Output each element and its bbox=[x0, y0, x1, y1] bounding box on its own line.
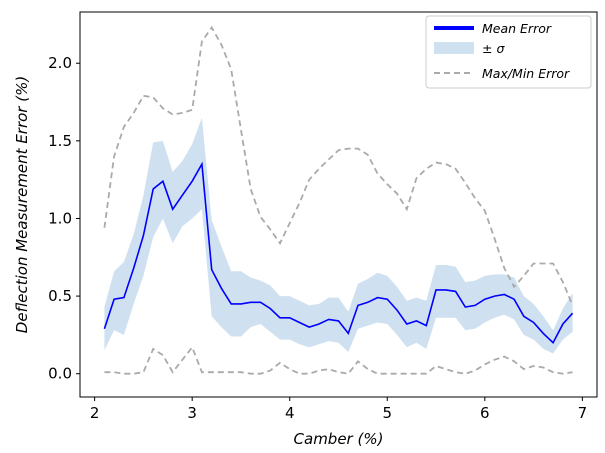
x-tick-label: 3 bbox=[187, 404, 197, 422]
legend-minmax-label: Max/Min Error bbox=[482, 66, 570, 81]
x-tick-label: 2 bbox=[90, 404, 100, 422]
x-tick-label: 4 bbox=[285, 404, 295, 422]
mean-error-line bbox=[103, 161, 574, 345]
std-band bbox=[104, 117, 573, 354]
y-tick-label: 2.0 bbox=[48, 54, 72, 72]
y-axis-label: Deflection Measurement Error (%) bbox=[13, 76, 31, 333]
plot-frame bbox=[79, 11, 598, 398]
y-tick-label: 1.0 bbox=[48, 209, 72, 227]
legend-box bbox=[425, 15, 592, 89]
x-tick-label: 5 bbox=[383, 404, 393, 422]
plot-area bbox=[103, 25, 574, 375]
axis-ticks: 2 3 4 5 6 7 0.0 0.5 1.0 1.5 2.0 bbox=[48, 54, 587, 422]
x-tick-label: 7 bbox=[578, 404, 588, 422]
min-error-line bbox=[104, 345, 573, 375]
max-error-line bbox=[103, 25, 574, 306]
y-tick-label: 0.0 bbox=[48, 365, 72, 383]
y-tick-label: 0.5 bbox=[48, 287, 72, 305]
x-axis-label: Camber (%) bbox=[294, 430, 384, 448]
x-tick-label: 6 bbox=[480, 404, 490, 422]
legend-band-label: ± σ bbox=[482, 41, 505, 56]
legend-mean-label: Mean Error bbox=[482, 21, 552, 36]
legend-band-swatch bbox=[434, 42, 474, 54]
y-tick-label: 1.5 bbox=[48, 132, 72, 150]
legend: Mean Error ± σ Max/Min Error bbox=[425, 15, 592, 89]
